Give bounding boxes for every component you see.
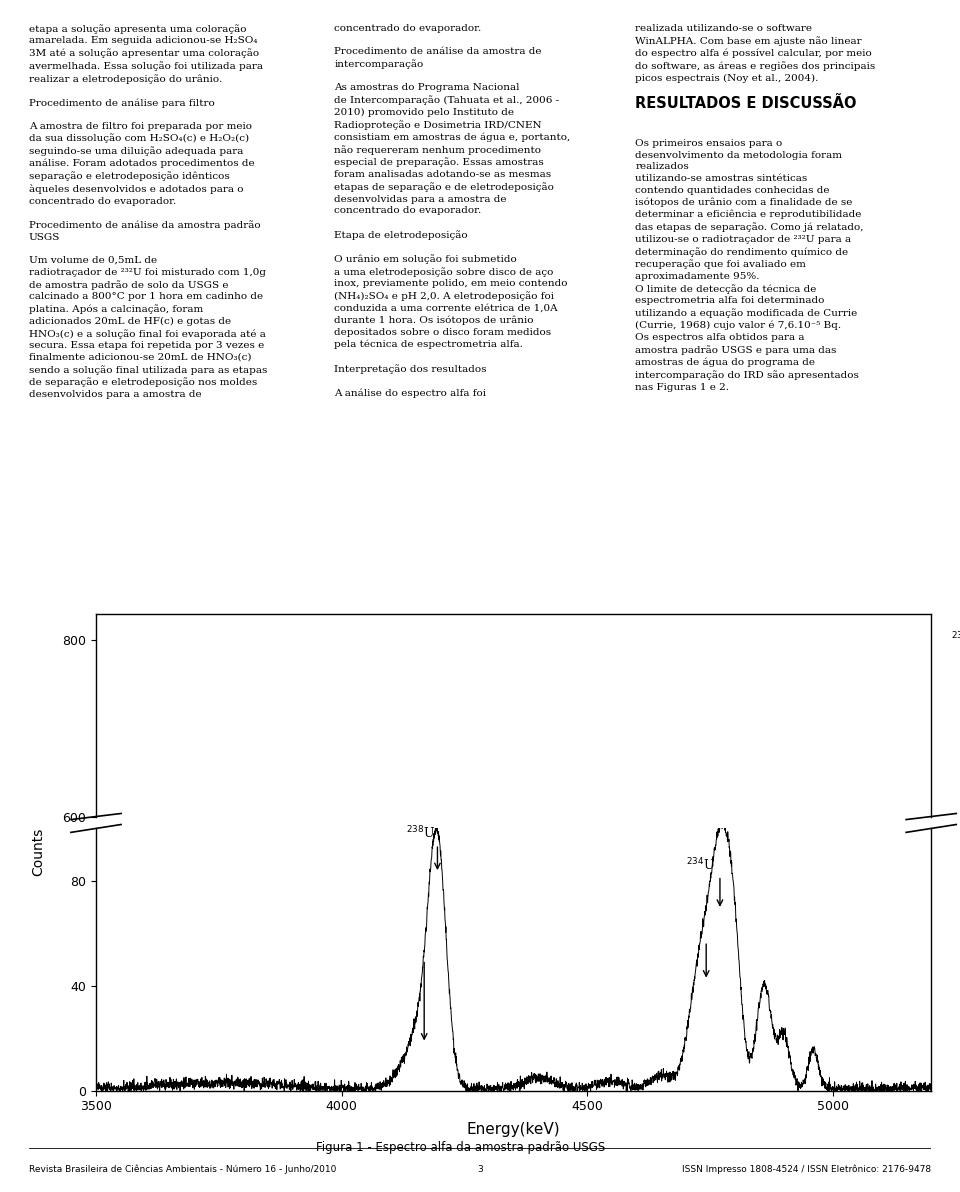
Text: concentrado do evaporador.

Procedimento de análise da amostra de
intercomparaçã: concentrado do evaporador. Procedimento … <box>334 24 570 398</box>
X-axis label: Energy(keV): Energy(keV) <box>467 1122 561 1137</box>
Text: Os primeiros ensaios para o
desenvolvimento da metodologia foram
realizados
util: Os primeiros ensaios para o desenvolvime… <box>636 128 864 392</box>
Text: Revista Brasileira de Ciências Ambientais - Número 16 - Junho/2010: Revista Brasileira de Ciências Ambientai… <box>29 1165 336 1174</box>
Text: $^{238}$U: $^{238}$U <box>405 825 435 842</box>
Text: etapa a solução apresenta uma coloração
amarelada. Em seguida adicionou-se H₂SO₄: etapa a solução apresenta uma coloração … <box>29 24 267 399</box>
Text: ISSN Impresso 1808-4524 / ISSN Eletrônico: 2176-9478: ISSN Impresso 1808-4524 / ISSN Eletrônic… <box>682 1165 931 1174</box>
Text: Figura 1 - Espectro alfa da amostra padrão USGS: Figura 1 - Espectro alfa da amostra padr… <box>316 1141 606 1154</box>
Text: 3: 3 <box>477 1165 483 1174</box>
Text: realizada utilizando-se o software
WinALPHA. Com base em ajuste não linear
do es: realizada utilizando-se o software WinAL… <box>636 24 876 94</box>
Text: $^{232}$U: $^{232}$U <box>950 631 960 647</box>
Text: $^{234}$U: $^{234}$U <box>685 856 714 873</box>
Text: Counts: Counts <box>32 828 45 876</box>
Text: RESULTADOS E DISCUSSÃO: RESULTADOS E DISCUSSÃO <box>636 95 856 111</box>
